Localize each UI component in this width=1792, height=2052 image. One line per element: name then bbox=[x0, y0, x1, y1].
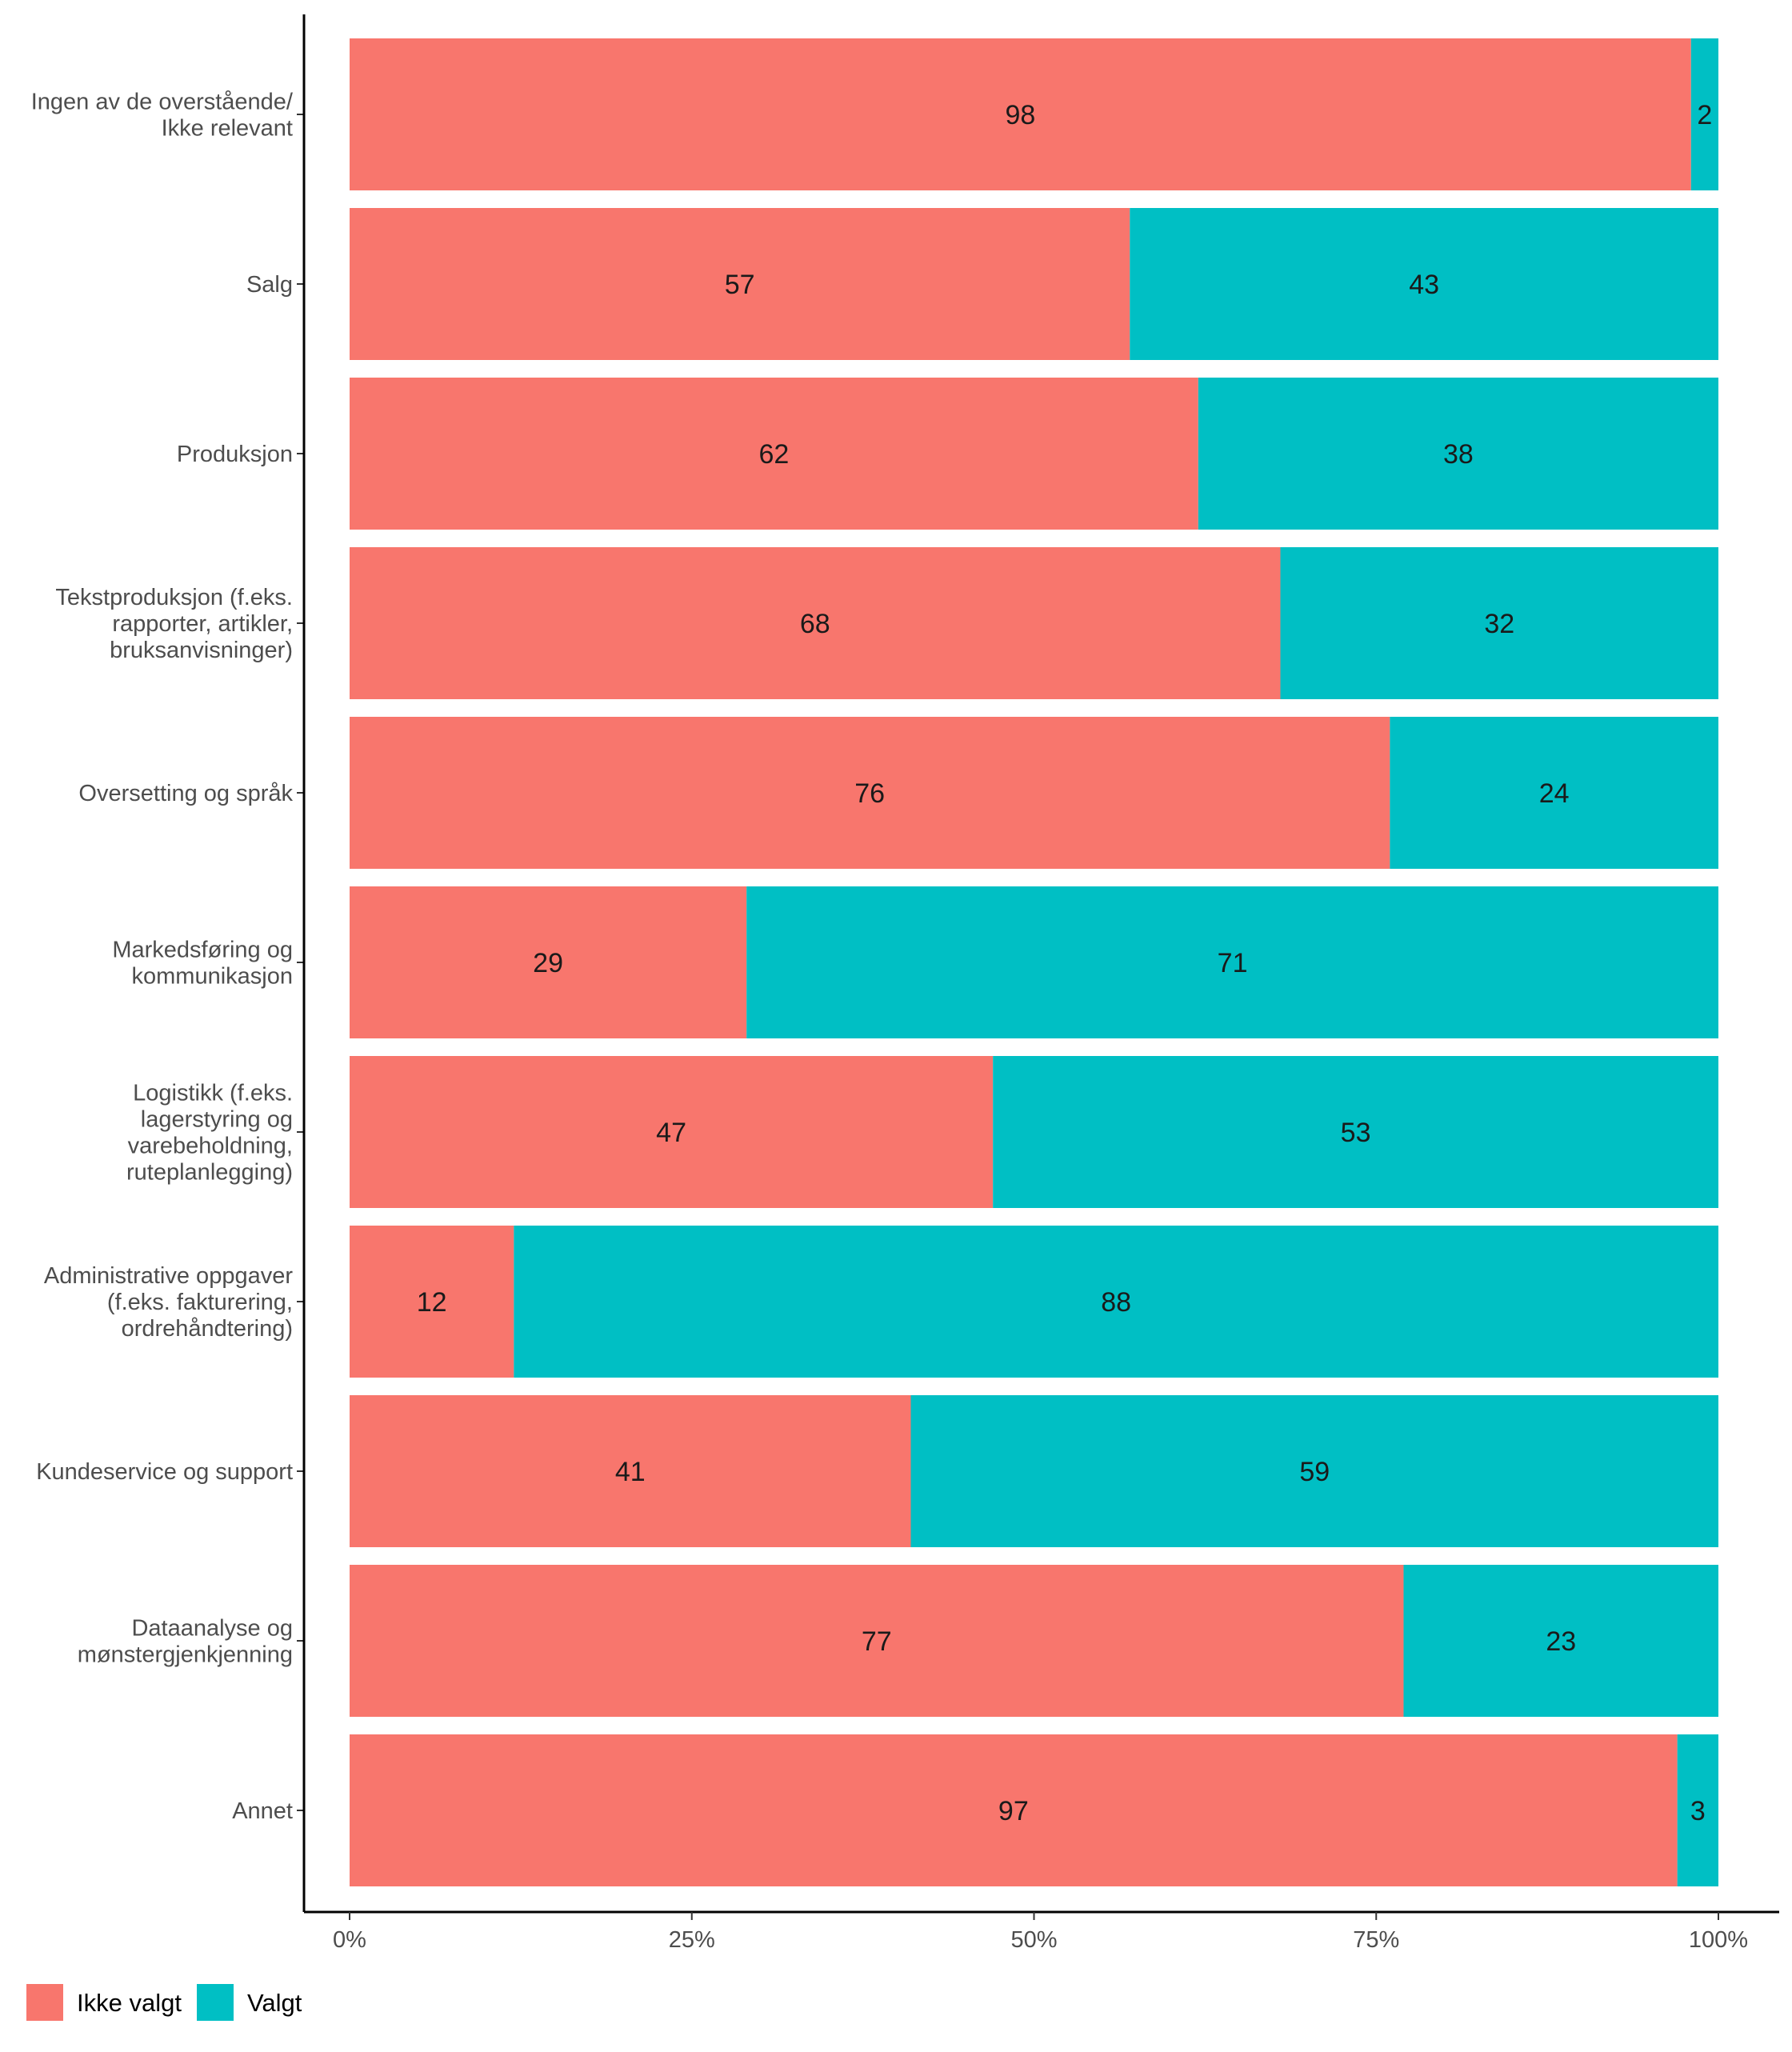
bar-value-label: 32 bbox=[1484, 609, 1514, 639]
bar-value-label: 53 bbox=[1341, 1118, 1371, 1148]
category-label: Logistikk (f.eks. lagerstyring og varebeho… bbox=[126, 1081, 293, 1186]
x-tick-label: 0% bbox=[333, 1927, 366, 1953]
bar-value-label: 57 bbox=[725, 270, 755, 300]
bar-ikke-valgt-1 bbox=[350, 208, 1130, 360]
bar-value-label: 62 bbox=[758, 439, 789, 470]
category-label: Ingen av de overstående/Ikke relevant bbox=[31, 90, 294, 142]
bar-value-label: 59 bbox=[1299, 1457, 1330, 1487]
category-label: Kundeservice og support bbox=[36, 1459, 293, 1485]
bar-valgt-8 bbox=[910, 1395, 1718, 1547]
bar-valgt-2 bbox=[1198, 378, 1718, 530]
legend-key-valgt bbox=[197, 1984, 234, 2021]
bar-value-label: 98 bbox=[1005, 100, 1035, 130]
legend: Ikke valgt Valgt bbox=[26, 1984, 302, 2021]
x-tick-label: 25% bbox=[669, 1927, 715, 1953]
bar-labels-layer: 98 2 57 43 62 38 68 32 76 24 29 71 47 53 12 88 41 59 77 23 9… bbox=[417, 100, 1713, 1826]
bar-valgt-10 bbox=[1677, 1734, 1718, 1886]
category-label: Annet bbox=[232, 1798, 293, 1824]
bar-valgt-1 bbox=[1130, 208, 1718, 360]
bar-value-label: 38 bbox=[1443, 439, 1474, 470]
bar-ikke-valgt-8 bbox=[350, 1395, 911, 1547]
legend-key-ikke-valgt bbox=[26, 1984, 63, 2021]
bar-valgt-5 bbox=[746, 886, 1719, 1038]
bar-valgt-0 bbox=[1690, 38, 1718, 190]
bar-valgt-6 bbox=[993, 1056, 1718, 1208]
bar-value-label: 47 bbox=[656, 1118, 686, 1148]
bar-value-label: 88 bbox=[1101, 1287, 1131, 1318]
bar-value-label: 2 bbox=[1697, 100, 1712, 130]
bar-ikke-valgt-5 bbox=[350, 886, 747, 1038]
bar-value-label: 97 bbox=[998, 1796, 1029, 1826]
bar-value-label: 3 bbox=[1690, 1796, 1706, 1826]
bar-ikke-valgt-3 bbox=[350, 547, 1281, 699]
category-label: Administrative oppgaver (f.eks. faktureri… bbox=[44, 1263, 293, 1342]
bar-ikke-valgt-7 bbox=[350, 1226, 514, 1378]
bar-value-label: 41 bbox=[615, 1457, 646, 1487]
x-tick-label: 100% bbox=[1689, 1927, 1748, 1953]
bar-value-label: 77 bbox=[862, 1626, 892, 1657]
category-label: Markedsføring og kommunikasjon bbox=[112, 938, 293, 990]
bar-ikke-valgt-0 bbox=[350, 38, 1691, 190]
bars-layer bbox=[350, 38, 1719, 1886]
bar-ikke-valgt-4 bbox=[350, 717, 1390, 869]
x-tick-label: 50% bbox=[1010, 1927, 1057, 1953]
category-label: Produksjon bbox=[177, 442, 293, 467]
y-axis: Ingen av de overstående/Ikke relevant Sal… bbox=[31, 14, 306, 1912]
bar-value-label: 68 bbox=[800, 609, 830, 639]
category-label: Salg bbox=[246, 272, 293, 298]
x-axis: 0% 25% 50% 75% 100% bbox=[304, 1910, 1779, 1953]
bar-ikke-valgt-6 bbox=[350, 1056, 994, 1208]
bar-value-label: 29 bbox=[533, 948, 563, 978]
x-tick-label: 75% bbox=[1353, 1927, 1399, 1953]
bar-ikke-valgt-9 bbox=[350, 1565, 1404, 1717]
category-label: Tekstproduksjon (f.eks. rapporter, artikl… bbox=[55, 585, 293, 663]
bar-value-label: 76 bbox=[854, 778, 885, 809]
bar-valgt-4 bbox=[1390, 717, 1718, 869]
category-label: Oversetting og språk bbox=[78, 781, 293, 806]
bar-value-label: 71 bbox=[1218, 948, 1248, 978]
legend-label: Ikke valgt bbox=[77, 1989, 182, 2017]
bar-value-label: 23 bbox=[1546, 1626, 1576, 1657]
bar-valgt-9 bbox=[1403, 1565, 1718, 1717]
bar-valgt-3 bbox=[1280, 547, 1718, 699]
bar-valgt-7 bbox=[514, 1226, 1718, 1378]
bar-value-label: 43 bbox=[1409, 270, 1439, 300]
bar-ikke-valgt-2 bbox=[350, 378, 1198, 530]
category-label: Dataanalyse og mønstergjenkjenning bbox=[78, 1616, 293, 1668]
legend-label: Valgt bbox=[247, 1989, 302, 2017]
bar-value-label: 24 bbox=[1539, 778, 1570, 809]
bar-value-label: 12 bbox=[417, 1287, 447, 1318]
bar-ikke-valgt-10 bbox=[350, 1734, 1678, 1886]
